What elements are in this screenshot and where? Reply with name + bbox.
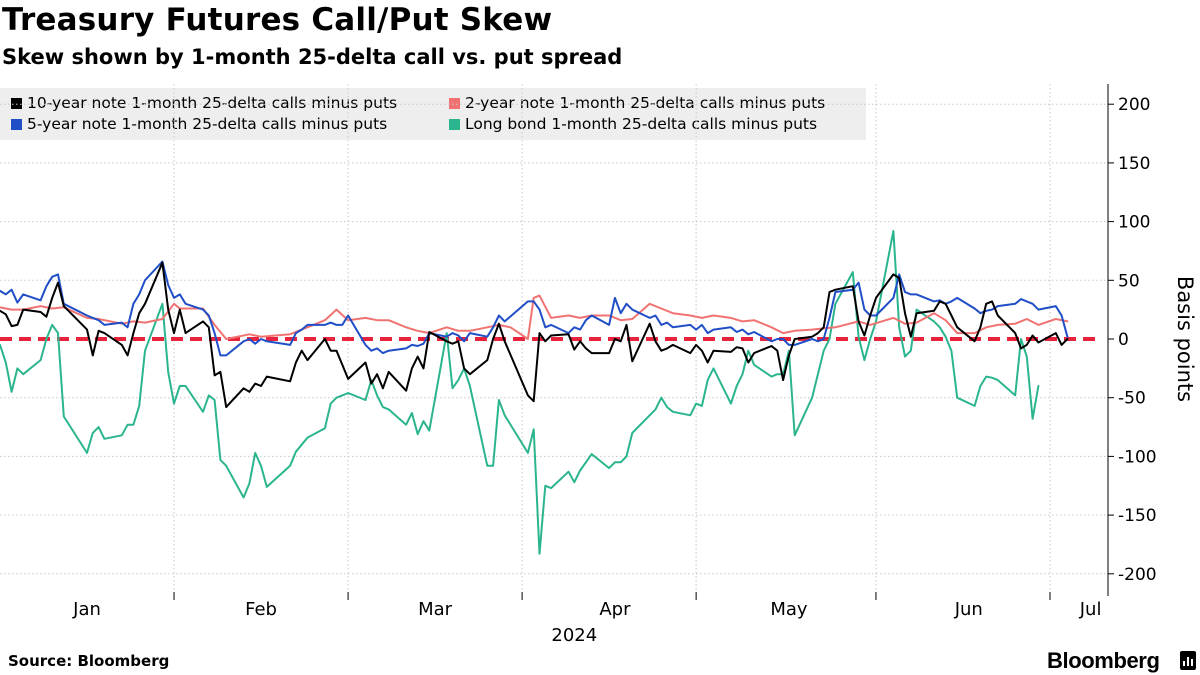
- legend-swatch-5-year: [11, 118, 22, 130]
- bloomberg-chart-icon: [1180, 651, 1196, 670]
- legend-label-5-year: 5-year note 1-month 25-delta calls minus…: [27, 115, 388, 133]
- y-tick-label: -150: [1118, 506, 1157, 526]
- source-note: Source: Bloomberg: [8, 652, 170, 670]
- y-tick-label: 200: [1118, 95, 1150, 115]
- y-tick-label: -200: [1118, 565, 1157, 585]
- chart-legend: 10-year note 1-month 25-delta calls minu…: [0, 88, 866, 140]
- series-line-10-year: [0, 261, 1069, 409]
- legend-swatch-long-bond: [449, 118, 460, 130]
- x-tick-label: Feb: [245, 599, 277, 620]
- bloomberg-logo: Bloomberg: [1047, 648, 1160, 673]
- legend-item-long-bond: Long bond 1-month 25-delta calls minus p…: [449, 115, 817, 133]
- legend-label-10-year: 10-year note 1-month 25-delta calls minu…: [27, 94, 398, 112]
- y-tick-label: -50: [1118, 389, 1146, 409]
- y-tick-label: 100: [1118, 213, 1150, 233]
- axis-layer: 200 150 100 50 0 -50 -100 -150 -200 Basis points J…: [72, 84, 1197, 646]
- legend-item-5-year: 5-year note 1-month 25-delta calls minus…: [11, 115, 387, 133]
- legend-item-2-year: 2-year note 1-month 25-delta calls minus…: [449, 94, 825, 112]
- chart-subtitle: Skew shown by 1-month 25-delta call vs. …: [2, 45, 623, 69]
- x-tick-label: Jan: [72, 599, 101, 620]
- legend-swatch-10-year: [11, 97, 22, 109]
- series-line-long-bond: [0, 230, 1040, 555]
- legend-item-10-year: 10-year note 1-month 25-delta calls minu…: [11, 94, 397, 112]
- series-line-2-year: [0, 294, 1069, 340]
- chart-title: Treasury Futures Call/Put Skew: [2, 2, 553, 38]
- x-tick-label: Mar: [418, 599, 453, 620]
- series-layer: [0, 230, 1069, 555]
- x-tick-label: May: [770, 599, 808, 620]
- legend-label-2-year: 2-year note 1-month 25-delta calls minus…: [465, 94, 826, 112]
- y-tick-label: 150: [1118, 154, 1150, 174]
- y-tick-label: -100: [1118, 447, 1157, 467]
- y-tick-label: 0: [1118, 330, 1129, 350]
- series-line-5-year: [0, 260, 1069, 357]
- x-year-label: 2024: [551, 625, 597, 646]
- legend-swatch-2-year: [449, 97, 460, 109]
- legend-label-long-bond: Long bond 1-month 25-delta calls minus p…: [465, 115, 818, 133]
- x-tick-label: Jul: [1079, 599, 1102, 620]
- y-axis-title: Basis points: [1173, 276, 1197, 402]
- x-tick-label: Jun: [954, 599, 983, 620]
- x-tick-label: Apr: [599, 599, 631, 620]
- y-tick-label: 50: [1118, 271, 1140, 291]
